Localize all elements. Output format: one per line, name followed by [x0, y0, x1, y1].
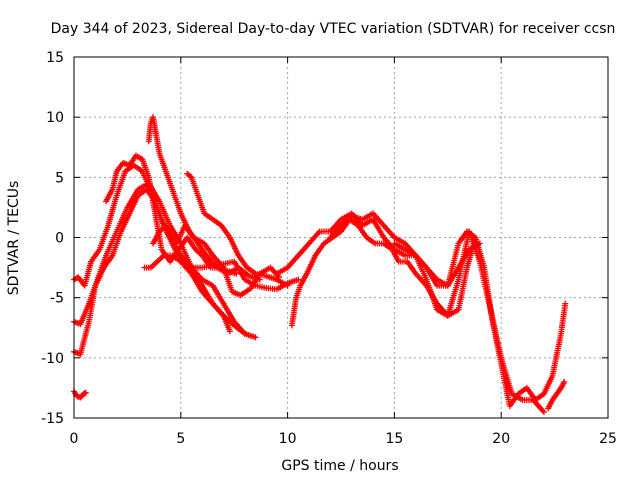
series-track-6	[141, 252, 302, 293]
x-tick-label: 0	[70, 431, 79, 447]
data-point	[562, 300, 569, 307]
x-tick-label: 15	[385, 431, 403, 447]
data-point	[561, 378, 568, 385]
data-points	[71, 114, 569, 415]
y-tick-label: 5	[55, 170, 64, 186]
series-track-12	[391, 228, 569, 409]
y-tick-label: 10	[46, 110, 64, 126]
x-axis-label: GPS time / hours	[281, 458, 398, 474]
y-tick-label: -15	[41, 411, 64, 427]
data-point	[233, 270, 240, 277]
x-tick-label: 5	[176, 431, 185, 447]
chart-title: Day 344 of 2023, Sidereal Day-to-day VTE…	[51, 21, 616, 37]
series-track-7	[150, 222, 283, 299]
y-tick-label: -5	[50, 291, 64, 307]
x-tick-label: 25	[599, 431, 617, 447]
data-point	[284, 282, 291, 289]
axis-ticks: 0 5 10 15 20 25 -15 -10 -5 0 5 10 15	[41, 50, 617, 447]
y-tick-label: 15	[46, 50, 64, 66]
x-tick-label: 20	[492, 431, 510, 447]
series-track-8	[184, 170, 291, 289]
x-tick-label: 10	[279, 431, 297, 447]
series-track-13	[545, 378, 568, 412]
data-point	[226, 328, 233, 335]
grid	[74, 57, 608, 418]
data-point	[252, 334, 259, 341]
y-tick-label: -10	[41, 351, 64, 367]
data-point	[295, 276, 302, 283]
data-point	[82, 389, 89, 396]
y-tick-label: 0	[55, 231, 64, 247]
y-axis-label: SDTVAR / TECUs	[6, 181, 22, 296]
data-point	[241, 330, 248, 337]
data-point	[540, 408, 547, 415]
